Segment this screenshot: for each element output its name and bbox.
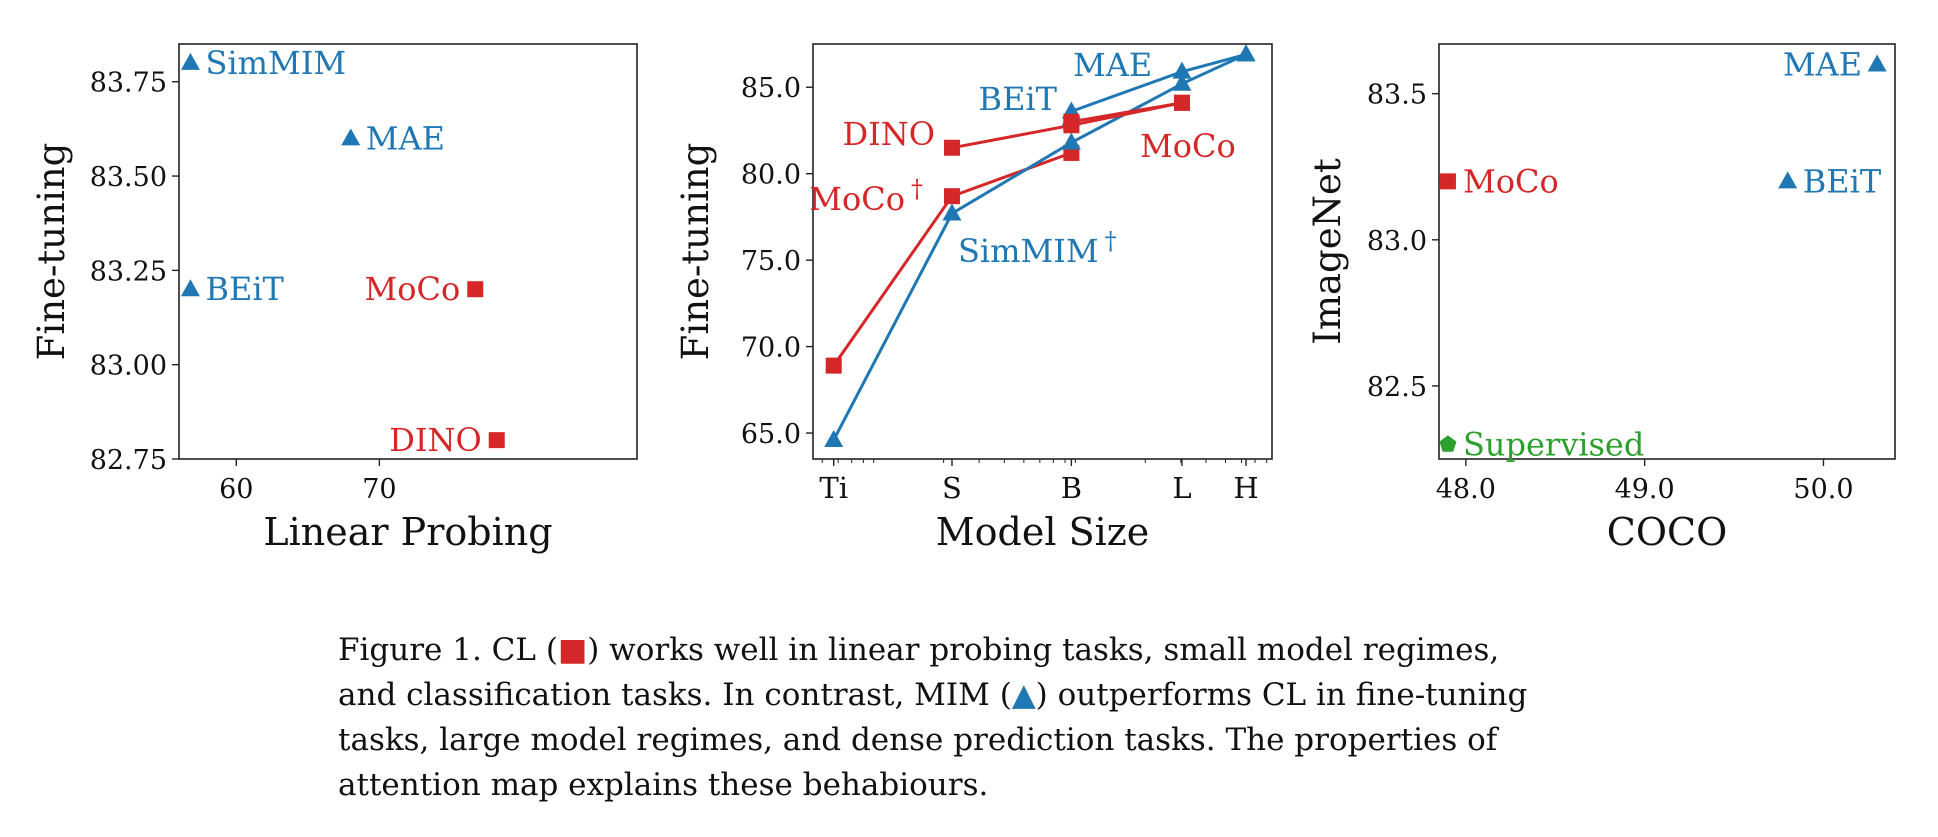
- x-tick-label: S: [942, 471, 962, 505]
- x-tick-label: 48.0: [1436, 474, 1496, 505]
- data-point: [824, 429, 844, 447]
- data-point: [1867, 54, 1887, 72]
- dagger-mark: †: [911, 175, 923, 203]
- series-label: SimMIM: [958, 232, 1099, 270]
- caption-text: Figure 1. CL (: [338, 632, 558, 668]
- data-point: [1439, 173, 1456, 190]
- point-label: BEiT: [1803, 162, 1882, 200]
- caption-line-2: and classification tasks. In contrast, M…: [338, 673, 1638, 718]
- caption-line-1: Figure 1. CL (■) works well in linear pr…: [338, 628, 1638, 673]
- series-label: DINO: [842, 115, 935, 153]
- point-label: BEiT: [205, 270, 284, 308]
- y-axis-label: ImageNet: [1306, 158, 1349, 345]
- y-tick-label: 82.5: [1367, 372, 1427, 403]
- y-tick-label: 83.0: [1367, 226, 1427, 257]
- data-point: [1061, 132, 1081, 150]
- cl-square-icon: ■: [557, 632, 588, 668]
- data-point: [1172, 61, 1192, 79]
- y-tick-label: 65.0: [741, 419, 801, 450]
- data-point: [180, 279, 200, 297]
- point-label: MoCo: [364, 270, 460, 308]
- x-tick-label: 60: [219, 474, 253, 505]
- data-point: [825, 357, 842, 374]
- x-tick-label: Ti: [819, 471, 848, 505]
- y-tick-label: 83.00: [90, 351, 167, 382]
- data-point: [488, 432, 505, 449]
- y-tick-label: 80.0: [741, 160, 801, 191]
- figure-charts: 82.75 83.00 83.25 83.50 83.75 Fine-tuning 60 70…: [30, 43, 1896, 554]
- data-point: [1778, 171, 1798, 189]
- caption-text: ) works well in linear probing tasks, sm…: [587, 632, 1500, 668]
- point-label: MAE: [366, 119, 445, 157]
- point-label: MoCo: [1463, 162, 1559, 200]
- point-label: MAE: [1783, 45, 1862, 83]
- series-label: MoCo: [1140, 127, 1236, 165]
- y-tick-label: 75.0: [741, 246, 801, 277]
- data-point: [943, 188, 960, 205]
- data-point: [1172, 73, 1192, 91]
- data-point: [943, 139, 960, 156]
- data-point: [180, 52, 200, 70]
- data-point: [1236, 44, 1256, 62]
- y-tick-label: 83.50: [90, 162, 167, 193]
- series-label: MAE: [1073, 46, 1152, 84]
- point-label: Supervised: [1463, 425, 1644, 463]
- series-label: MoCo: [809, 180, 905, 218]
- x-axis-label: Model Size: [936, 510, 1150, 554]
- caption-text: and classification tasks. In contrast, M…: [338, 677, 1012, 713]
- y-tick-label: 82.75: [90, 445, 167, 476]
- x-tick-label: 50.0: [1793, 474, 1853, 505]
- y-tick-label: 85.0: [741, 73, 801, 104]
- figure-caption: Figure 1. CL (■) works well in linear pr…: [338, 628, 1638, 808]
- series-line: [1071, 101, 1183, 124]
- x-axis-label: Linear Probing: [263, 510, 552, 554]
- y-tick-label: 83.5: [1367, 80, 1427, 111]
- data-point: [1439, 435, 1457, 452]
- dagger-mark: †: [1105, 227, 1117, 255]
- data-point: [467, 281, 484, 298]
- y-tick-label: 70.0: [741, 333, 801, 364]
- y-axis-label: Fine-tuning: [674, 143, 717, 361]
- x-tick-label: H: [1233, 471, 1258, 505]
- chart-2-frame: [812, 43, 1273, 460]
- y-axis-label: Fine-tuning: [30, 143, 73, 361]
- x-axis-label: COCO: [1607, 510, 1727, 554]
- caption-line-4: attention map explains these behabiours.: [338, 767, 989, 803]
- x-tick-label: L: [1172, 471, 1191, 505]
- data-point: [942, 203, 962, 221]
- point-label: DINO: [389, 421, 482, 459]
- data-point: [1063, 113, 1080, 130]
- caption-text: ) outperforms CL in fine-tuning: [1035, 677, 1528, 713]
- series-label: BEiT: [979, 80, 1058, 118]
- chart-1-frame: [178, 43, 638, 460]
- point-label: SimMIM: [205, 44, 346, 82]
- data-point: [341, 128, 361, 146]
- caption-line-3: tasks, large model regimes, and dense pr…: [338, 722, 1498, 758]
- x-tick-label: 70: [362, 474, 396, 505]
- mim-triangle-icon: ▲: [1011, 677, 1036, 713]
- y-tick-label: 83.75: [90, 68, 167, 99]
- chart-3-frame: [1438, 43, 1896, 460]
- data-point: [1173, 94, 1190, 111]
- y-tick-label: 83.25: [90, 256, 167, 287]
- x-tick-label: 49.0: [1615, 474, 1675, 505]
- x-tick-label: B: [1061, 471, 1082, 505]
